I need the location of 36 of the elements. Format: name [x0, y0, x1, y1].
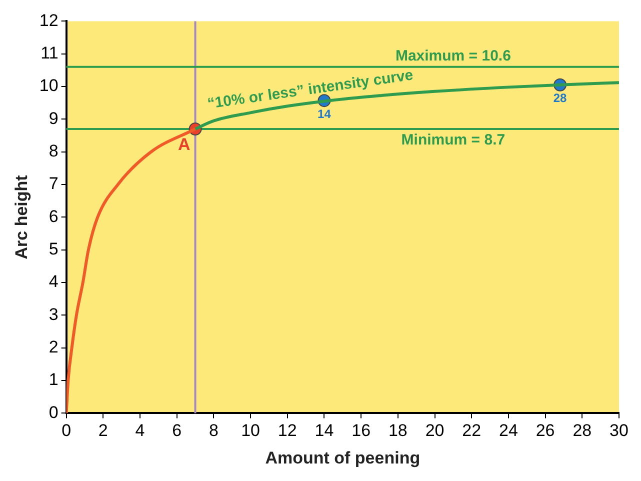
x-axis-title: Amount of peening — [265, 448, 420, 468]
x-tick-label: 20 — [425, 421, 444, 440]
x-tick-label: 4 — [135, 421, 145, 440]
x-tick-label: 6 — [172, 421, 182, 440]
x-tick-label: 30 — [610, 421, 628, 440]
y-axis-title: Arc height — [12, 174, 31, 260]
x-tick-label: 22 — [462, 421, 482, 440]
ref-line-label: Minimum = 8.7 — [401, 132, 506, 149]
x-tick-label: 28 — [572, 421, 592, 440]
y-tick-label: 9 — [48, 108, 58, 128]
x-tick-label: 14 — [314, 421, 334, 440]
y-tick-label: 1 — [48, 370, 58, 390]
x-tick-label: 18 — [388, 421, 408, 440]
y-tick-label: 6 — [48, 206, 58, 226]
x-tick-label: 0 — [62, 421, 72, 440]
x-tick-label: 26 — [536, 421, 555, 440]
x-tick-label: 10 — [241, 421, 260, 440]
y-tick-label: 8 — [48, 142, 58, 161]
y-tick-label: 2 — [48, 338, 58, 357]
y-tick-label: 5 — [48, 240, 58, 259]
annotation: A — [178, 135, 190, 154]
y-tick-label: 0 — [48, 402, 58, 422]
x-tick-label: 16 — [352, 421, 371, 440]
y-tick-label: 3 — [48, 304, 58, 324]
x-tick-label: 2 — [98, 421, 108, 440]
x-tick-label: 12 — [278, 421, 297, 440]
x-tick-label: 8 — [208, 421, 218, 440]
annotation: 28 — [553, 91, 568, 106]
y-tick-label: 11 — [40, 44, 58, 63]
y-tick-label: 7 — [48, 174, 58, 194]
annotation: 14 — [318, 106, 332, 121]
ref-line-label: Maximum = 10.6 — [395, 48, 511, 65]
y-tick-label: 4 — [48, 272, 58, 292]
x-tick-label: 24 — [499, 421, 518, 440]
y-tick-label: 10 — [39, 76, 58, 96]
y-tick-label: 12 — [39, 10, 58, 30]
